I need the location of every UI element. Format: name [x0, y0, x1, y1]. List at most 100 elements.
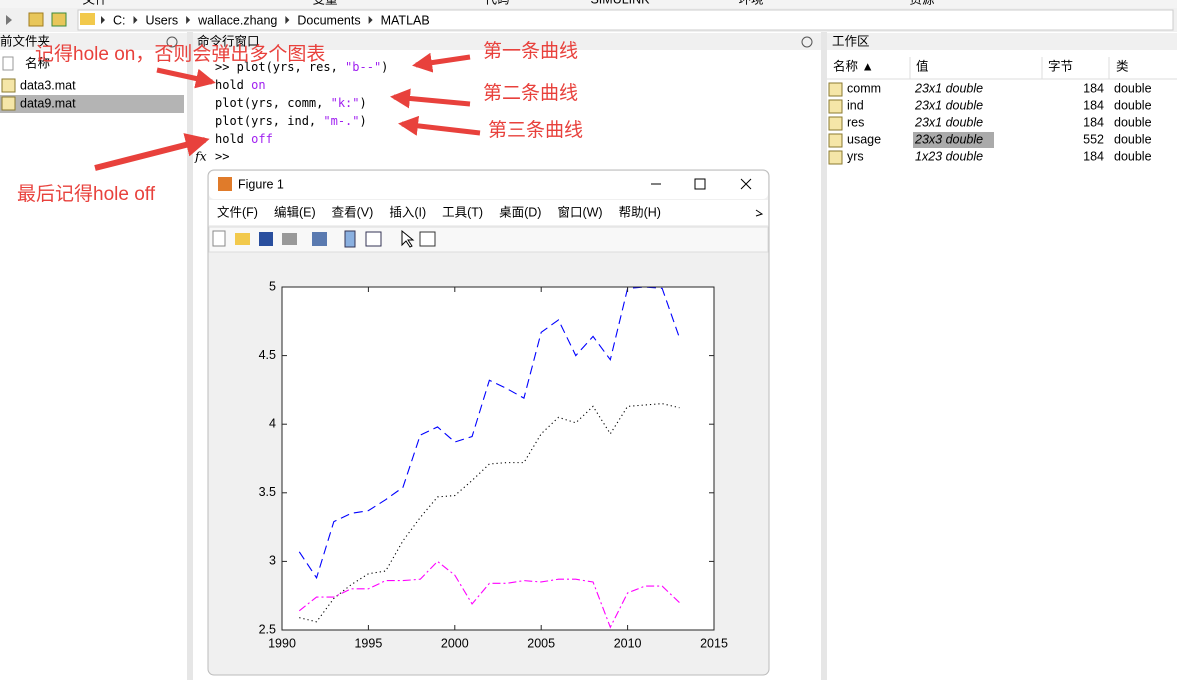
- panel-title: 命令行窗口: [197, 33, 260, 48]
- y-tick-label: 4.5: [259, 348, 276, 362]
- browse-icon[interactable]: [51, 12, 67, 27]
- tool-print[interactable]: [282, 233, 297, 245]
- tool-legend[interactable]: [365, 231, 382, 247]
- panel-header: [0, 33, 187, 50]
- tool-open[interactable]: [235, 233, 250, 245]
- ribbon-tab: SIMULINK: [590, 0, 650, 6]
- var-value: 1x23 double: [915, 149, 983, 163]
- tool-property[interactable]: [419, 231, 436, 247]
- path-segment[interactable]: Users: [146, 13, 179, 27]
- var-class: double: [1114, 115, 1152, 129]
- command-line: >> plot(yrs, res, "b--"): [215, 60, 388, 74]
- annotation: 记得hole on，否则会弹出多个图表: [35, 43, 325, 65]
- file-name[interactable]: data9.mat: [20, 96, 76, 110]
- var-value: 23x1 double: [914, 81, 983, 95]
- code-part: ): [381, 60, 388, 74]
- ribbon-tabs: [0, 0, 1177, 8]
- tool-save[interactable]: [259, 232, 273, 246]
- arrow: [156, 67, 216, 89]
- figure-menu[interactable]: 查看(V): [332, 205, 374, 219]
- figure-menu[interactable]: 窗口(W): [557, 205, 602, 219]
- figure-menubar: [209, 200, 768, 225]
- panel-header: [827, 33, 1177, 50]
- var-class: double: [1114, 132, 1152, 146]
- x-tick-label: 2005: [527, 636, 555, 650]
- breadcrumb-sep: [186, 16, 191, 24]
- maximize[interactable]: [694, 178, 706, 190]
- path-segment[interactable]: Documents: [297, 13, 360, 27]
- arrow: [94, 133, 210, 171]
- var-bytes: 184: [1083, 149, 1104, 163]
- annotation: 第三条曲线: [488, 119, 583, 141]
- axes-box: [281, 286, 715, 631]
- menu-dock[interactable]: [755, 209, 764, 217]
- var-value: 23x1 double: [914, 115, 983, 129]
- tool-pointer[interactable]: [401, 229, 415, 248]
- x-tick-label: 1995: [354, 636, 382, 650]
- tool-link[interactable]: [312, 232, 327, 246]
- var-name[interactable]: res: [847, 115, 864, 129]
- nav-icon[interactable]: [6, 15, 12, 25]
- series-line: [298, 286, 680, 580]
- x-tick-label: 2015: [700, 636, 728, 650]
- code-part: on: [251, 78, 265, 92]
- path-segment[interactable]: wallace.zhang: [197, 13, 277, 27]
- close[interactable]: [740, 178, 752, 190]
- var-bytes: 552: [1083, 132, 1104, 146]
- var-icon: [828, 99, 843, 114]
- path-box[interactable]: [77, 9, 1174, 31]
- var-icon: [828, 116, 843, 131]
- var-icon: [828, 150, 843, 165]
- panel-title: 前文件夹: [0, 33, 50, 48]
- selected-cell[interactable]: [913, 132, 994, 148]
- figure-menu[interactable]: 编辑(E): [274, 204, 316, 219]
- code-part: "k:": [331, 96, 360, 110]
- file-icon: [2, 56, 14, 71]
- path-segment[interactable]: MATLAB: [381, 13, 430, 27]
- var-name[interactable]: usage: [847, 132, 881, 146]
- figure-menu[interactable]: 工具(T): [442, 205, 483, 219]
- ribbon-tab: 资源: [909, 0, 935, 6]
- column-header: 字节: [1048, 58, 1073, 73]
- ribbon-tab: 环境: [738, 0, 763, 6]
- plot-area: [282, 287, 714, 630]
- var-value: 23x1 double: [914, 98, 983, 112]
- var-name[interactable]: yrs: [847, 149, 864, 163]
- panel-menu[interactable]: [166, 36, 178, 48]
- column-header: 类: [1116, 59, 1129, 73]
- code-part: off: [251, 132, 273, 146]
- var-name[interactable]: ind: [847, 98, 864, 112]
- command-line: plot(yrs, comm, "k:"): [215, 96, 367, 110]
- tool-new[interactable]: [212, 230, 226, 247]
- tool-colorbar[interactable]: [344, 230, 356, 248]
- code-part: hold: [215, 132, 251, 146]
- var-bytes: 184: [1083, 81, 1104, 95]
- var-class: double: [1114, 149, 1152, 163]
- ribbon-tab: 文件: [82, 0, 107, 6]
- file-name[interactable]: data3.mat: [20, 78, 76, 92]
- code-part: ): [360, 96, 367, 110]
- up-folder-icon[interactable]: [28, 12, 44, 27]
- figure-menu[interactable]: 插入(I): [389, 205, 426, 219]
- panel-menu[interactable]: [801, 36, 813, 48]
- path-segment[interactable]: C:: [113, 13, 126, 27]
- annotation: 第二条曲线: [483, 82, 578, 104]
- series-line: [298, 560, 680, 629]
- figure-menu[interactable]: 帮助(H): [619, 205, 661, 219]
- code-part: "m-.": [323, 114, 359, 128]
- breadcrumb-sep: [101, 16, 105, 24]
- figure-menu[interactable]: 文件(F): [217, 204, 258, 219]
- mat-icon: [1, 78, 16, 93]
- command-line: hold off: [215, 132, 273, 146]
- var-class: double: [1114, 98, 1152, 112]
- x-tick-label: 2000: [441, 636, 469, 650]
- arrow: [398, 115, 481, 136]
- figure-menu[interactable]: 桌面(D): [499, 205, 541, 219]
- command-line: hold on: [215, 78, 266, 92]
- selected-row[interactable]: [0, 95, 184, 113]
- var-icon: [828, 133, 843, 148]
- figure-window: [207, 169, 770, 676]
- arrow: [412, 52, 471, 73]
- var-name[interactable]: comm: [847, 81, 881, 95]
